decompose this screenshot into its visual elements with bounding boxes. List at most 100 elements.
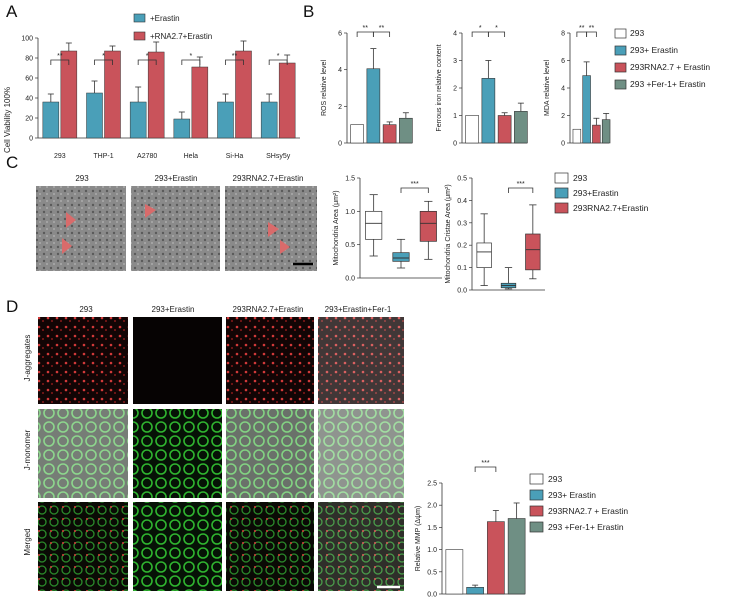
panel-c-ylabel-2: Mitochondria Cristae Area (μm²) — [445, 184, 452, 283]
image-merged-293-erastin — [133, 502, 222, 591]
bar-erastin-Hela — [173, 118, 191, 139]
legend-swatch-293-rna-erastin — [614, 62, 627, 73]
sig-b2-a-label: * — [479, 25, 482, 32]
panel-c-box-2-tick-label: 0.2 — [457, 243, 467, 250]
image-j-aggregates-293-erastin-fer1 — [318, 317, 404, 404]
panel-c-box-1-tick-label: 1.0 — [345, 209, 355, 216]
bar-d-2 — [487, 521, 505, 595]
legend-swatch-293-erastin — [614, 45, 627, 56]
panel-b-chart-3-tick-label: 6 — [561, 58, 565, 65]
sig-293-bracket — [50, 59, 70, 65]
col-label-293-erastin-fer1: 293+Erastin+Fer-1 — [325, 305, 392, 314]
sig-Hela-label: * — [189, 53, 192, 60]
panel-d-tick-label: 2.0 — [427, 503, 437, 510]
row-label-j-aggregates: J-aggregates — [23, 335, 32, 382]
bar-erastin-293 — [42, 101, 60, 139]
tem-label-293: 293 — [75, 174, 89, 183]
legend-label-293-erastin: 293+ Erastin — [630, 45, 678, 55]
image-j-monomer-293-erastin — [133, 409, 222, 498]
bar-d-1 — [466, 587, 484, 595]
panel-a-tick-label: 40 — [25, 96, 33, 103]
panel-letter-d: D — [6, 297, 18, 316]
panel-d-legend: 293 293+ Erastin 293RNA2.7 + Erastin 293… — [529, 473, 628, 533]
bar-1-1 — [366, 68, 381, 144]
sig-THP-1-label: * — [102, 53, 105, 60]
panel-c-box-1-tick-label: 1.5 — [345, 176, 355, 183]
legend-label-293: 293 — [573, 173, 587, 183]
panel-c-ylabel-1: Mitochondria Area (μm²) — [333, 190, 340, 265]
panel-a-chart: +Erastin +RNA2.7+Erastin Cell Viability … — [3, 13, 212, 153]
category-label-THP-1: THP-1 — [93, 153, 113, 160]
row-label-j-monomer: J-monomer — [23, 429, 32, 470]
bar-d-0 — [445, 549, 464, 595]
panel-c-box-1-tick-label: 0.0 — [345, 276, 355, 283]
sig-b2-a-bracket — [471, 31, 489, 37]
arrow-marker-icon — [268, 222, 279, 237]
category-label-Si-Ha: Si-Ha — [226, 153, 244, 160]
panel-c-box-1-tick-label: 0.5 — [345, 242, 355, 249]
legend-label-293-erastin: 293+Erastin — [573, 188, 619, 198]
sig-293-label: ** — [57, 53, 63, 60]
bar-3-3 — [601, 119, 611, 144]
bar-2-2 — [497, 115, 512, 144]
box-2-2 — [525, 233, 541, 271]
sig-b1-b-label: ** — [379, 25, 385, 32]
arrow-marker-icon — [62, 238, 72, 254]
sig-b3-a-bracket — [576, 31, 588, 37]
image-j-monomer-293-rna-erastin — [226, 409, 314, 498]
bar-rna-Hela — [191, 66, 209, 139]
sig-d-bracket — [474, 466, 497, 472]
sig-A2780-label: * — [146, 53, 149, 60]
sig-c2-bracket — [508, 187, 534, 193]
panel-b-ylabel-3: MDA relative level — [544, 60, 551, 116]
image-j-aggregates-293-erastin — [133, 317, 222, 404]
panel-a-tick-label: 60 — [25, 76, 33, 83]
panel-a-ylabel: Cell Viability 100% — [3, 87, 12, 153]
image-merged-293-erastin-fer1 — [318, 502, 404, 591]
bar-2-0 — [465, 115, 479, 144]
sig-A2780-bracket — [137, 59, 157, 65]
panel-d-tick-label: 2.5 — [427, 481, 437, 488]
panel-letter-b: B — [303, 2, 314, 21]
bar-erastin-SHsy5y — [260, 101, 278, 139]
panel-b-chart-3-tick-label: 0 — [561, 141, 565, 148]
tem-image-293-erastin — [131, 186, 220, 271]
arrow-marker-icon — [145, 204, 156, 218]
legend-label-293: 293 — [630, 28, 644, 38]
legend-swatch-293-erastin — [554, 187, 569, 199]
legend-swatch-erastin — [133, 13, 146, 23]
bar-2-3 — [514, 111, 528, 144]
bar-1-3 — [399, 117, 413, 144]
bar-erastin-THP-1 — [86, 92, 103, 139]
panel-b-chart-2-tick-label: 0 — [453, 141, 457, 148]
legend-swatch-293-erastin — [529, 489, 544, 501]
sig-b3-b-label: ** — [589, 25, 595, 32]
image-j-aggregates-293-rna-erastin — [226, 317, 314, 404]
sig-b1-a-bracket — [356, 31, 374, 37]
col-label-293-rna-erastin: 293RNA2.7+Erastin — [233, 305, 304, 314]
bar-1-0 — [350, 124, 364, 144]
panel-a-tick-label: 0 — [29, 136, 33, 143]
sig-c2-label: *** — [517, 181, 525, 188]
panel-d-tick-label: 1.0 — [427, 547, 437, 554]
panel-d-ylabel: Relative MMP (Δψm) — [415, 506, 422, 572]
arrow-marker-icon — [66, 212, 76, 228]
sig-Si-Ha-bracket — [225, 59, 244, 65]
panel-b-chart-2-tick-label: 4 — [453, 31, 457, 38]
panel-b-chart-1-tick-label: 6 — [338, 31, 342, 38]
panel-c-legend: 293 293+Erastin 293RNA2.7+Erastin — [554, 172, 649, 214]
panel-b-chart-3-tick-label: 8 — [561, 31, 565, 38]
box-2-0 — [476, 242, 492, 268]
sig-d-label: *** — [481, 460, 489, 467]
panel-d-tick-label: 0.5 — [427, 569, 437, 576]
image-merged-293 — [38, 502, 128, 591]
legend-swatch-293 — [529, 473, 544, 485]
sig-b3-b-bracket — [586, 31, 597, 37]
legend-swatch-293-fer1-erastin — [529, 521, 544, 533]
bar-erastin-A2780 — [129, 101, 147, 139]
sig-Hela-bracket — [181, 59, 201, 65]
panel-b-chart-1-tick-label: 2 — [338, 104, 342, 111]
box-1-2 — [419, 210, 437, 242]
legend-label-293-rna-erastin: 293RNA2.7+Erastin — [573, 203, 649, 213]
bar-2-1 — [481, 78, 496, 144]
